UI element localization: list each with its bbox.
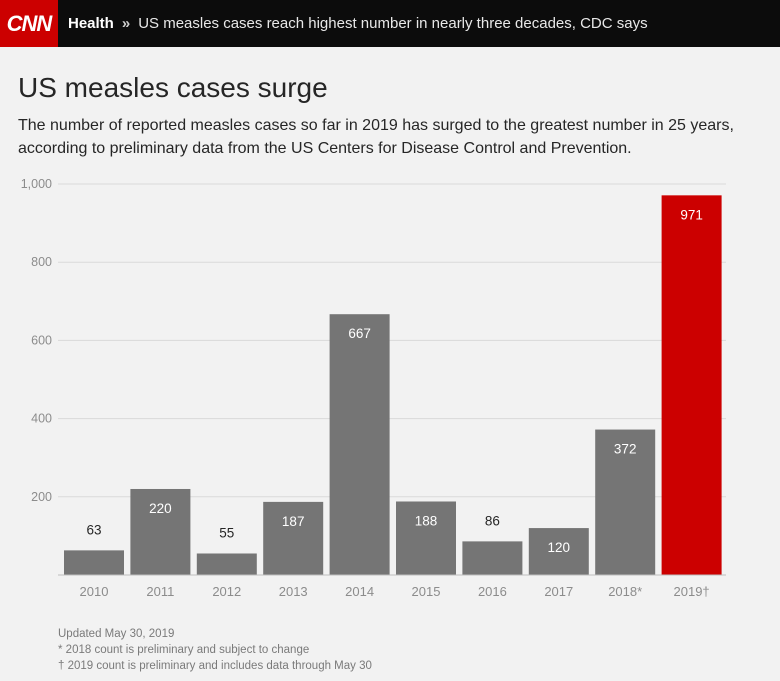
note-2019: † 2019 count is preliminary and includes… bbox=[58, 660, 372, 672]
chart-title: US measles cases surge bbox=[18, 72, 328, 103]
data-label: 188 bbox=[415, 513, 438, 528]
chart-subtitle: The number of reported measles cases so … bbox=[18, 117, 734, 157]
x-tick-label: 2016 bbox=[478, 584, 507, 599]
cnn-logo[interactable]: CNN bbox=[0, 0, 58, 47]
breadcrumb-section-link[interactable]: Health bbox=[68, 15, 114, 32]
data-label: 55 bbox=[219, 525, 234, 540]
bar bbox=[130, 488, 191, 575]
data-label: 63 bbox=[86, 522, 101, 537]
breadcrumb-separator: » bbox=[121, 15, 131, 32]
data-label: 187 bbox=[282, 514, 305, 529]
y-tick-label: 200 bbox=[31, 490, 52, 504]
x-tick-label: 2017 bbox=[544, 584, 573, 599]
bar bbox=[528, 528, 589, 575]
x-tick-label: 2013 bbox=[279, 584, 308, 599]
logo-text: CNN bbox=[6, 10, 53, 36]
data-label: 971 bbox=[680, 207, 703, 222]
x-tick-label: 2014 bbox=[345, 584, 374, 599]
bar bbox=[263, 501, 324, 575]
y-tick-label: 1,000 bbox=[21, 177, 52, 191]
x-tick-label: 2018* bbox=[608, 584, 642, 599]
bar bbox=[196, 553, 257, 575]
data-label: 372 bbox=[614, 442, 637, 457]
data-label: 220 bbox=[149, 501, 172, 516]
y-tick-label: 600 bbox=[31, 333, 52, 347]
data-label: 120 bbox=[548, 540, 571, 555]
x-tick-label: 2012 bbox=[212, 584, 241, 599]
bar bbox=[661, 195, 722, 576]
bar bbox=[595, 429, 656, 575]
chart-notes: Updated May 30, 2019 * 2018 count is pre… bbox=[58, 626, 372, 674]
y-tick-label: 800 bbox=[31, 255, 52, 269]
bar bbox=[396, 501, 456, 575]
bar bbox=[64, 550, 124, 575]
data-label: 86 bbox=[485, 513, 500, 528]
breadcrumb: Health » US measles cases reach highest … bbox=[68, 0, 648, 47]
x-tick-label: 2019† bbox=[674, 584, 710, 599]
bar bbox=[462, 541, 523, 575]
note-2018: * 2018 count is preliminary and subject … bbox=[58, 644, 310, 656]
note-updated: Updated May 30, 2019 bbox=[58, 628, 175, 640]
x-tick-label: 2015 bbox=[412, 584, 441, 599]
top-bar: CNN Health » US measles cases reach high… bbox=[0, 0, 780, 47]
breadcrumb-headline: US measles cases reach highest number in… bbox=[138, 15, 648, 32]
x-tick-label: 2011 bbox=[146, 584, 174, 599]
bar-chart: 200 400 600 800 1,000 63 2010 220 2011 55 2012 187 2… bbox=[21, 177, 726, 599]
bar bbox=[329, 314, 390, 575]
x-tick-label: 2010 bbox=[80, 584, 109, 599]
y-tick-label: 400 bbox=[31, 412, 52, 426]
data-label: 667 bbox=[348, 326, 371, 341]
